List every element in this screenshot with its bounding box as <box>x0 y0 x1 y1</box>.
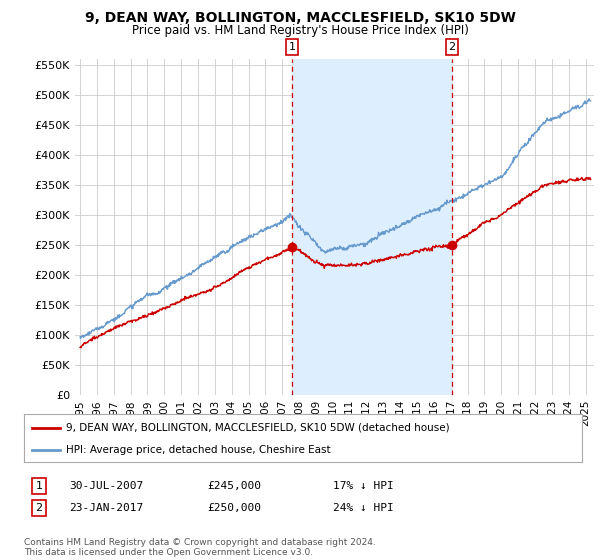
Text: 23-JAN-2017: 23-JAN-2017 <box>69 503 143 513</box>
Text: 9, DEAN WAY, BOLLINGTON, MACCLESFIELD, SK10 5DW (detached house): 9, DEAN WAY, BOLLINGTON, MACCLESFIELD, S… <box>66 423 449 433</box>
Bar <box>292 59 452 395</box>
Text: 1: 1 <box>289 42 296 52</box>
Text: Price paid vs. HM Land Registry's House Price Index (HPI): Price paid vs. HM Land Registry's House … <box>131 24 469 36</box>
Text: 9, DEAN WAY, BOLLINGTON, MACCLESFIELD, SK10 5DW: 9, DEAN WAY, BOLLINGTON, MACCLESFIELD, S… <box>85 11 515 25</box>
Text: £250,000: £250,000 <box>207 503 261 513</box>
Text: 2: 2 <box>35 503 43 513</box>
Text: 24% ↓ HPI: 24% ↓ HPI <box>333 503 394 513</box>
Text: HPI: Average price, detached house, Cheshire East: HPI: Average price, detached house, Ches… <box>66 445 331 455</box>
Text: Contains HM Land Registry data © Crown copyright and database right 2024.
This d: Contains HM Land Registry data © Crown c… <box>24 538 376 557</box>
Text: 2: 2 <box>448 42 455 52</box>
Text: 30-JUL-2007: 30-JUL-2007 <box>69 481 143 491</box>
Text: 1: 1 <box>35 481 43 491</box>
Text: £245,000: £245,000 <box>207 481 261 491</box>
Text: 17% ↓ HPI: 17% ↓ HPI <box>333 481 394 491</box>
